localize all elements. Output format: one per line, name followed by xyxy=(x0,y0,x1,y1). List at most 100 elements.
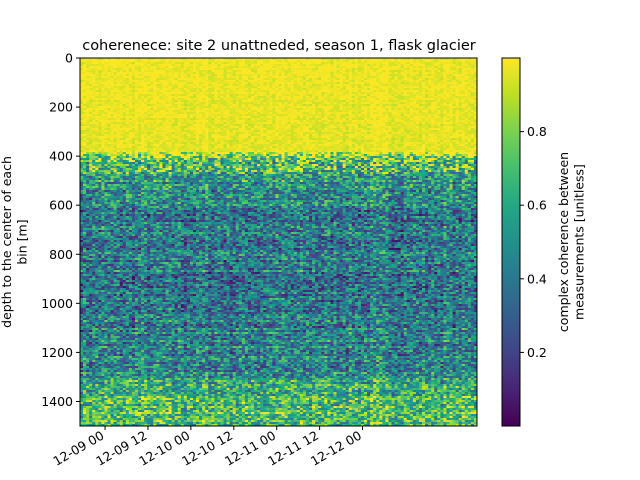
heatmap-cell xyxy=(434,96,438,99)
heatmap-cell xyxy=(141,74,145,77)
heatmap-cell xyxy=(364,96,368,99)
heatmap-cell xyxy=(266,130,270,133)
heatmap-cell xyxy=(177,88,182,91)
heatmap-cell xyxy=(461,82,466,85)
heatmap-cell xyxy=(327,94,331,97)
heatmap-cell xyxy=(156,108,160,111)
heatmap-cell xyxy=(89,78,93,81)
heatmap-cell xyxy=(305,82,310,85)
heatmap-cell xyxy=(101,114,105,117)
heatmap-cell xyxy=(241,110,246,113)
heatmap-cell xyxy=(226,92,230,95)
heatmap-cell xyxy=(92,134,96,137)
heatmap-cell xyxy=(455,68,460,71)
heatmap-cell xyxy=(367,58,371,61)
heatmap-cell xyxy=(418,90,423,93)
heatmap-cell xyxy=(336,102,340,105)
heatmap-cell xyxy=(425,62,429,65)
heatmap-cell xyxy=(434,124,438,127)
heatmap-cell xyxy=(318,106,322,109)
heatmap-cell xyxy=(247,96,252,99)
heatmap-cell xyxy=(220,90,224,93)
heatmap-cell xyxy=(412,132,417,135)
heatmap-cell xyxy=(324,130,328,133)
heatmap-cell xyxy=(202,100,206,103)
heatmap-cell xyxy=(443,66,447,69)
heatmap-cell xyxy=(192,102,197,105)
heatmap-cell xyxy=(174,98,179,101)
heatmap-cell xyxy=(470,120,475,123)
heatmap-cell xyxy=(131,64,136,67)
heatmap-cell xyxy=(428,118,432,121)
heatmap-cell xyxy=(367,80,371,83)
heatmap-cell xyxy=(202,78,206,81)
heatmap-cell xyxy=(113,78,117,81)
heatmap-cell xyxy=(309,70,313,73)
heatmap-cell xyxy=(110,114,114,117)
heatmap-cell xyxy=(141,62,145,65)
heatmap-cell xyxy=(345,120,350,123)
heatmap-cell xyxy=(327,126,331,129)
heatmap-cell xyxy=(455,82,460,85)
heatmap-cell xyxy=(373,80,377,83)
heatmap-cell xyxy=(370,78,374,81)
heatmap-cell xyxy=(403,126,408,129)
heatmap-cell xyxy=(452,92,456,95)
heatmap-cell xyxy=(131,78,136,81)
heatmap-row xyxy=(80,130,478,133)
heatmap-cell xyxy=(281,78,285,81)
heatmap-cell xyxy=(134,64,139,67)
heatmap-cell xyxy=(351,102,356,105)
heatmap-cell xyxy=(235,100,240,103)
heatmap-cell xyxy=(80,82,84,85)
heatmap-cell xyxy=(251,86,255,89)
heatmap-cell xyxy=(226,76,230,79)
heatmap-cell xyxy=(336,110,340,113)
heatmap-cell xyxy=(199,116,203,119)
heatmap-cell xyxy=(223,74,227,77)
heatmap-cell xyxy=(348,124,353,127)
heatmap-cell xyxy=(470,92,475,95)
heatmap-cell xyxy=(275,74,279,77)
heatmap-cell xyxy=(345,126,350,129)
heatmap-cell xyxy=(409,100,414,103)
heatmap-cell xyxy=(83,76,87,79)
heatmap-cell xyxy=(263,98,267,101)
heatmap-cell xyxy=(415,116,420,119)
heatmap-cell xyxy=(183,106,188,109)
heatmap-cell xyxy=(422,126,426,129)
heatmap-cell xyxy=(333,62,337,65)
heatmap-cell xyxy=(367,70,371,73)
heatmap-cell xyxy=(131,108,136,111)
heatmap-cell xyxy=(150,98,154,101)
heatmap-cell xyxy=(138,62,142,65)
heatmap-cell xyxy=(208,110,212,113)
heatmap-cell xyxy=(257,62,261,65)
heatmap-cell xyxy=(159,80,163,83)
heatmap-cell xyxy=(302,72,307,75)
heatmap-cell xyxy=(144,122,148,125)
heatmap-cell xyxy=(373,96,377,99)
heatmap-cell xyxy=(458,108,463,111)
heatmap-cell xyxy=(107,64,111,67)
heatmap-cell xyxy=(211,100,215,103)
heatmap-cell xyxy=(180,64,185,67)
heatmap-cell xyxy=(177,106,182,109)
heatmap-cell xyxy=(104,62,108,65)
heatmap-cell xyxy=(339,80,343,83)
heatmap-cell xyxy=(452,122,456,125)
heatmap-cell xyxy=(113,122,117,125)
heatmap-cell xyxy=(153,128,157,131)
heatmap-cell xyxy=(125,128,130,131)
heatmap-cell xyxy=(284,126,289,129)
heatmap-cell xyxy=(199,122,203,125)
heatmap-cell xyxy=(440,132,444,135)
heatmap-cell xyxy=(470,110,475,113)
heatmap-cell xyxy=(342,98,347,101)
heatmap-cell xyxy=(428,132,432,135)
heatmap-cell xyxy=(171,70,176,73)
heatmap-cell xyxy=(278,66,282,69)
heatmap-cell xyxy=(382,82,386,85)
heatmap-cell xyxy=(199,80,203,83)
heatmap-cell xyxy=(159,84,163,87)
